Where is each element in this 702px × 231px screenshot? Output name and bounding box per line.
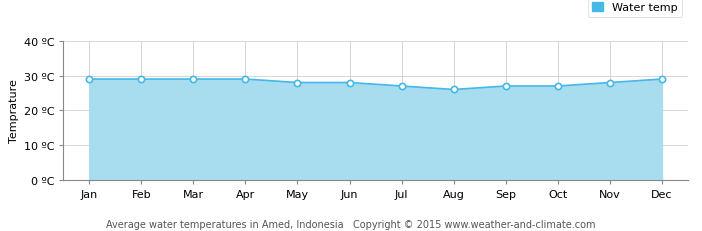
Text: Average water temperatures in Amed, Indonesia   Copyright © 2015 www.weather-and: Average water temperatures in Amed, Indo… [106, 219, 596, 229]
Y-axis label: Temprature: Temprature [9, 79, 20, 143]
Legend: Water temp: Water temp [588, 0, 682, 18]
